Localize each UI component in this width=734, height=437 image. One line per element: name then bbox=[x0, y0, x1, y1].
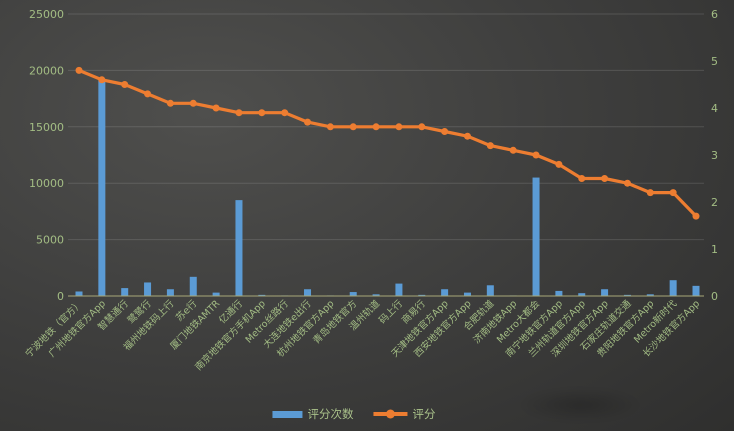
legend-item-bar-series[interactable]: 评分次数 bbox=[272, 406, 353, 422]
svg-text:10000: 10000 bbox=[29, 177, 64, 190]
chart-legend: 评分次数 评分 bbox=[272, 406, 435, 422]
svg-text:25000: 25000 bbox=[29, 8, 64, 21]
svg-text:15000: 15000 bbox=[29, 121, 64, 134]
bottom-white-strip bbox=[0, 431, 734, 437]
legend-label-line-series: 评分 bbox=[412, 407, 436, 421]
legend-label-bar-series: 评分次数 bbox=[307, 407, 354, 421]
svg-text:2: 2 bbox=[711, 196, 718, 209]
legend-item-line-series[interactable]: 评分 bbox=[373, 406, 435, 422]
watermark-smudge bbox=[520, 388, 640, 422]
bar-series-swatch-icon bbox=[272, 410, 303, 418]
svg-text:0: 0 bbox=[711, 290, 718, 303]
svg-text:6: 6 bbox=[711, 8, 718, 21]
svg-text:0: 0 bbox=[57, 290, 64, 303]
svg-text:码上行: 码上行 bbox=[376, 297, 405, 326]
svg-text:3: 3 bbox=[711, 149, 718, 162]
line-series-swatch-icon bbox=[373, 409, 408, 419]
svg-text:1: 1 bbox=[711, 243, 718, 256]
svg-text:20000: 20000 bbox=[29, 64, 64, 77]
svg-text:5: 5 bbox=[711, 55, 718, 68]
svg-text:4: 4 bbox=[711, 102, 718, 115]
svg-text:5000: 5000 bbox=[36, 234, 64, 247]
